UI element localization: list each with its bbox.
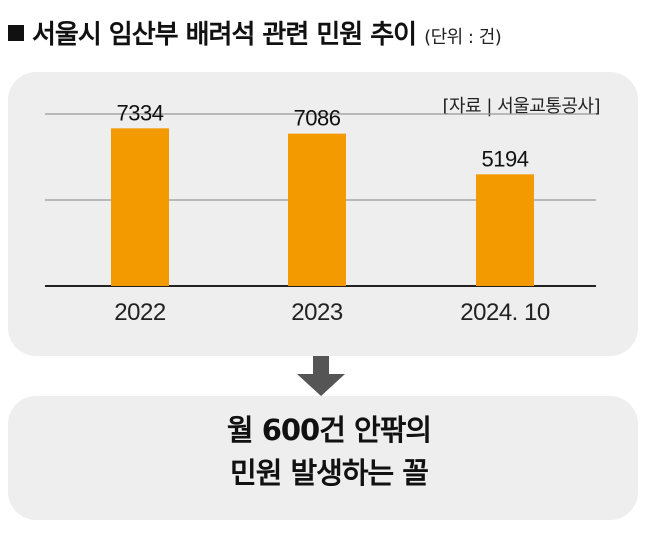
arrow-head — [297, 374, 345, 396]
arrow-stem — [313, 356, 329, 374]
chart-title: 서울시 임산부 배려석 관련 민원 추이 — [32, 20, 417, 50]
summary-line-1: 월 600건 안팎의 — [226, 413, 432, 447]
title-square-icon — [8, 25, 24, 41]
down-arrow-icon — [297, 356, 345, 400]
unit-label: (단위 : 건) — [424, 27, 502, 48]
source-label: [자료 | 서울교통공사] — [442, 96, 600, 117]
chart-header: 서울시 임산부 배려석 관련 민원 추이 (단위 : 건) — [8, 14, 502, 54]
summary-line-2: 민원 발생하는 꼴 — [230, 456, 429, 490]
summary-panel — [8, 396, 638, 520]
